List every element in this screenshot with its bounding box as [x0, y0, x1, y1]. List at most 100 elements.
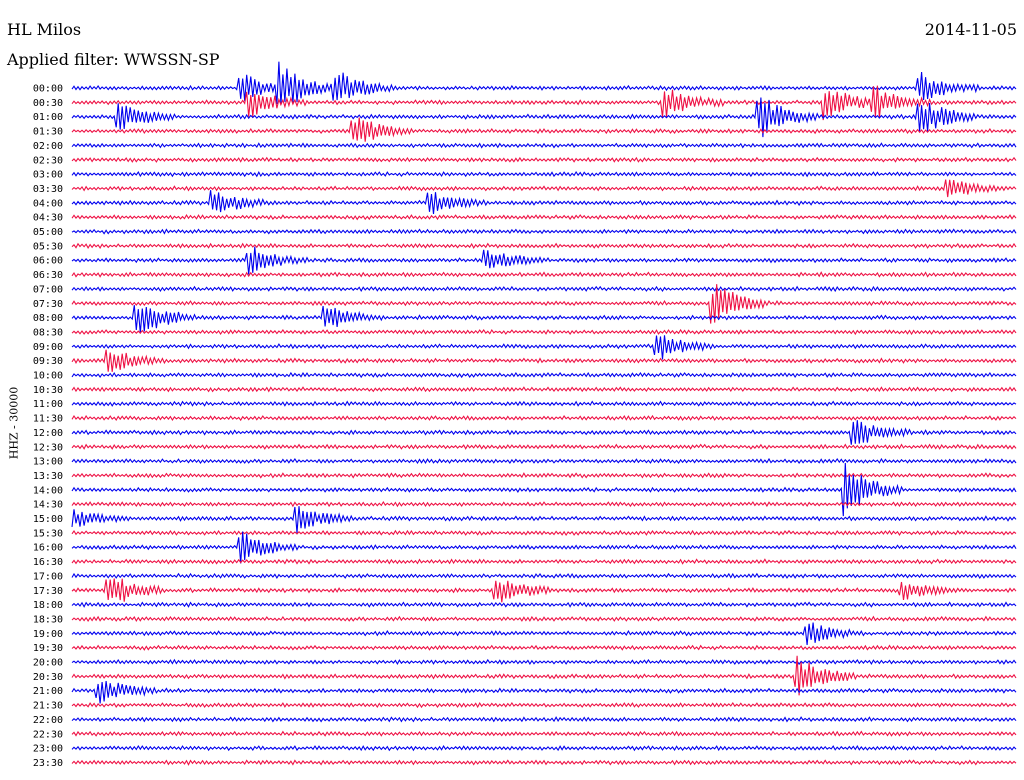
traces: [71, 61, 1017, 766]
trace-0530: [71, 242, 1017, 250]
time-label: 12:30: [33, 442, 63, 453]
time-label: 14:00: [33, 485, 63, 496]
time-label: 21:00: [33, 686, 63, 697]
time-label: 09:00: [33, 342, 63, 353]
trace-0900: [71, 335, 1017, 360]
time-label: 17:00: [33, 571, 63, 582]
trace-0000: [71, 61, 1017, 105]
time-label: 03:00: [33, 170, 63, 181]
time-label: 13:00: [33, 457, 63, 468]
trace-2200: [71, 716, 1017, 723]
trace-1600: [71, 531, 1017, 564]
trace-1900: [71, 622, 1017, 646]
trace-1400: [71, 462, 1017, 517]
trace-1130: [71, 414, 1017, 422]
time-label: 18:00: [33, 600, 63, 611]
trace-0100: [71, 97, 1017, 138]
trace-0930: [71, 349, 1017, 372]
trace-0730: [71, 284, 1017, 324]
time-label: 19:30: [33, 643, 63, 654]
trace-1200: [71, 420, 1017, 445]
trace-1100: [71, 400, 1017, 407]
trace-1730: [71, 578, 1017, 603]
time-label: 00:30: [33, 98, 63, 109]
trace-2330: [71, 759, 1017, 766]
time-label: 03:30: [33, 184, 63, 195]
time-label: 08:30: [33, 327, 63, 338]
time-label: 04:00: [33, 198, 63, 209]
trace-0630: [71, 271, 1017, 278]
time-label: 01:30: [33, 127, 63, 138]
trace-0600: [71, 246, 1017, 275]
time-labels: 00:00 00:30 01:00 01:30 02:00 02:30 03:00 03:30…: [33, 84, 63, 769]
trace-1630: [71, 558, 1017, 565]
time-label: 12:00: [33, 428, 63, 439]
trace-0430: [71, 214, 1017, 221]
trace-1800: [71, 601, 1017, 608]
trace-2300: [71, 744, 1017, 752]
trace-2030: [71, 655, 1017, 696]
time-label: 21:30: [33, 701, 63, 712]
time-label: 02:30: [33, 155, 63, 166]
trace-0830: [71, 328, 1017, 336]
trace-1830: [71, 615, 1017, 623]
time-label: 02:00: [33, 141, 63, 152]
trace-0200: [71, 142, 1017, 149]
trace-0130: [71, 117, 1017, 142]
trace-1500: [71, 506, 1017, 533]
time-label: 17:30: [33, 586, 63, 597]
station-title: HL Milos: [7, 20, 82, 39]
time-label: 20:30: [33, 672, 63, 683]
trace-1530: [71, 529, 1017, 537]
time-label: 08:00: [33, 313, 63, 324]
time-label: 11:30: [33, 414, 63, 425]
trace-0500: [71, 228, 1017, 235]
time-label: 15:30: [33, 528, 63, 539]
time-label: 00:00: [33, 84, 63, 95]
time-label: 06:00: [33, 256, 63, 267]
trace-1930: [71, 644, 1017, 651]
time-label: 15:00: [33, 514, 63, 525]
time-label: 11:00: [33, 399, 63, 410]
filter-label: Applied filter: WWSSN-SP: [7, 50, 220, 69]
time-label: 05:30: [33, 241, 63, 252]
time-label: 01:00: [33, 112, 63, 123]
trace-0700: [71, 285, 1017, 293]
time-label: 16:00: [33, 543, 63, 554]
trace-2130: [71, 701, 1017, 709]
trace-0800: [71, 305, 1017, 334]
time-label: 23:00: [33, 744, 63, 755]
trace-2000: [71, 658, 1017, 666]
time-label: 09:30: [33, 356, 63, 367]
time-label: 10:30: [33, 385, 63, 396]
trace-2100: [71, 681, 1017, 704]
time-label: 06:30: [33, 270, 63, 281]
trace-1700: [71, 572, 1017, 580]
time-label: 19:00: [33, 629, 63, 640]
time-label: 13:30: [33, 471, 63, 482]
time-label: 16:30: [33, 557, 63, 568]
time-label: 20:00: [33, 658, 63, 669]
time-label: 07:30: [33, 299, 63, 310]
trace-0400: [71, 190, 1017, 214]
time-label: 14:30: [33, 500, 63, 511]
time-label: 18:30: [33, 614, 63, 625]
trace-2230: [71, 730, 1017, 737]
trace-0300: [71, 170, 1017, 178]
trace-0230: [71, 156, 1017, 163]
trace-1030: [71, 386, 1017, 393]
time-label: 22:30: [33, 729, 63, 740]
trace-1300: [71, 457, 1017, 465]
trace-1230: [71, 443, 1017, 450]
time-label: 10:00: [33, 371, 63, 382]
time-label: 07:00: [33, 284, 63, 295]
time-label: 23:30: [33, 758, 63, 769]
time-label: 05:00: [33, 227, 63, 238]
trace-0030: [71, 85, 1017, 121]
time-label: 22:00: [33, 715, 63, 726]
time-label: 04:30: [33, 213, 63, 224]
trace-0330: [71, 179, 1017, 198]
trace-1330: [71, 472, 1017, 479]
date-label: 2014-11-05: [924, 20, 1017, 39]
